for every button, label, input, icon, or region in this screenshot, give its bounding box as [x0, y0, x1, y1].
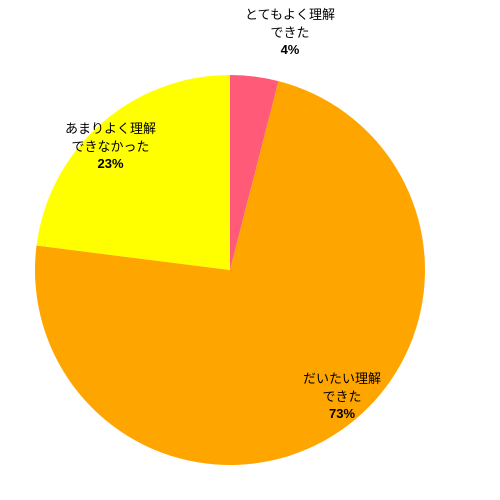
slice-label-2-line1: あまりよく理解: [65, 120, 156, 138]
slice-label-2-line2: できなかった: [65, 138, 156, 156]
slice-label-0-line2: できた: [245, 24, 335, 42]
slice-label-2-pct: 23%: [65, 155, 156, 173]
slice-label-1-pct: 73%: [303, 405, 381, 423]
slice-label-0-line1: とてもよく理解: [245, 6, 335, 24]
slice-label-1-line2: できた: [303, 388, 381, 406]
slice-label-2: あまりよく理解 できなかった 23%: [65, 120, 156, 173]
slice-label-0: とてもよく理解 できた 4%: [245, 6, 335, 59]
slice-label-1-line1: だいたい理解: [303, 370, 381, 388]
slice-label-1: だいたい理解 できた 73%: [303, 370, 381, 423]
slice-label-0-pct: 4%: [245, 41, 335, 59]
pie-chart: [0, 0, 500, 500]
pie-chart-container: とてもよく理解 できた 4% だいたい理解 できた 73% あまりよく理解 でき…: [0, 0, 500, 500]
